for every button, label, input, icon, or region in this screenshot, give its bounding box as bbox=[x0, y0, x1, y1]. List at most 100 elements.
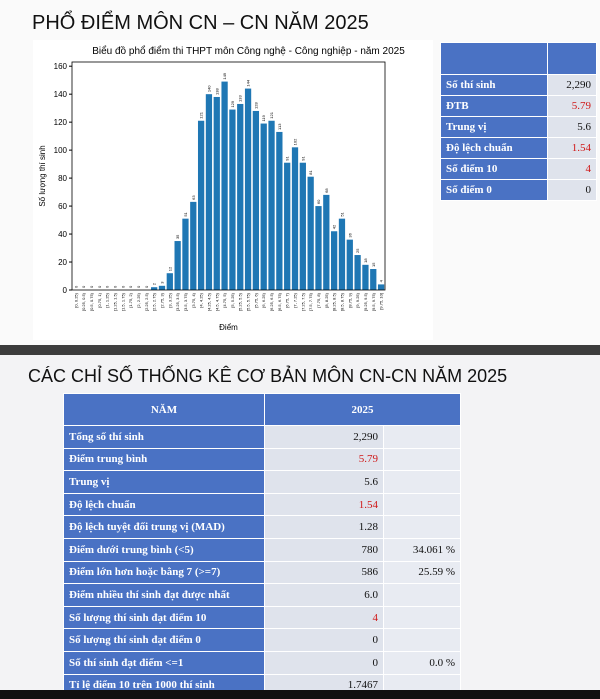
row-label: Số lượng thí sinh đạt điểm 10 bbox=[63, 605, 265, 630]
row-label: Số lượng thí sinh đạt điểm 0 bbox=[63, 628, 265, 652]
table-row: Trung vị 5.6 bbox=[63, 470, 461, 494]
row-label: Điểm dưới trung bình (<5) bbox=[63, 537, 265, 562]
chart: Biểu đồ phổ điểm thi THPT môn Công nghệ … bbox=[33, 40, 433, 340]
x-tick-label: [4.75, 5) bbox=[222, 292, 227, 307]
value-label: 138 bbox=[214, 88, 219, 95]
row-label: Tổng số thí sinh bbox=[63, 425, 265, 449]
cell: 5.79 bbox=[546, 95, 598, 117]
bar bbox=[268, 120, 275, 290]
row-label: Số điểm 0 bbox=[440, 179, 548, 201]
x-tick-label: [5.75, 6) bbox=[253, 292, 258, 307]
row-label: Số điểm 10 bbox=[440, 158, 548, 180]
value-label: 119 bbox=[261, 114, 266, 121]
cell: 5.6 bbox=[264, 470, 384, 494]
cell: 1.54 bbox=[264, 492, 384, 517]
x-tick-label: [4.25, 4.5) bbox=[206, 292, 211, 311]
table-row: Điểm lớn hơn hoặc bằng 7 (>=7) 586 25.59 % bbox=[63, 560, 461, 585]
row-label: Độ lệch tuyệt đối trung vị (MAD) bbox=[63, 515, 265, 539]
bar bbox=[197, 120, 205, 290]
table-row: Số thí sinh đạt điểm <=1 0 0.0 % bbox=[63, 650, 461, 675]
row-label: Độ lệch chuẩn bbox=[63, 492, 265, 517]
value-label: 4 bbox=[379, 279, 384, 282]
x-tick-label: [9.25, 9.5) bbox=[363, 292, 368, 311]
cell bbox=[383, 515, 461, 539]
bar bbox=[284, 162, 291, 290]
bar bbox=[323, 194, 330, 290]
value-label: 121 bbox=[269, 111, 274, 118]
row-label: Điểm nhiều thí sinh đạt được nhất bbox=[63, 583, 265, 607]
stats-table: NĂM 2025 Tổng số thí sinh 2,290 Điểm trung b… bbox=[63, 393, 461, 698]
x-tick-label: [6.5, 6.75) bbox=[277, 292, 282, 311]
cell bbox=[383, 492, 461, 517]
x-tick-label: [2.5, 2.75) bbox=[152, 292, 157, 311]
bottom-edge bbox=[0, 690, 600, 699]
x-tick-label: [7, 7.25) bbox=[293, 292, 298, 307]
value-label: 0 bbox=[113, 285, 118, 288]
table-row: Số lượng thí sinh đạt điểm 10 4 bbox=[63, 605, 461, 630]
x-tick-label: [4, 4.25) bbox=[199, 292, 204, 307]
cell: 0 bbox=[264, 628, 384, 652]
value-label: 36 bbox=[347, 232, 352, 237]
x-tick-label: [5.25, 5.5) bbox=[238, 292, 243, 311]
x-tick-label: [1.75, 2) bbox=[128, 292, 133, 307]
cell: 0 bbox=[264, 650, 384, 675]
x-tick-label: [2.25, 2.5) bbox=[144, 292, 149, 311]
value-label: 81 bbox=[308, 169, 313, 174]
x-tick-label: [1.25, 1.5) bbox=[113, 292, 118, 311]
y-tick-label: 60 bbox=[58, 202, 67, 211]
cell: 0.0 % bbox=[383, 650, 461, 675]
row-label: Trung vị bbox=[440, 116, 548, 138]
value-label: 91 bbox=[300, 155, 305, 160]
x-tick-label: [7.75, 8) bbox=[316, 292, 321, 307]
y-tick-label: 120 bbox=[54, 118, 68, 127]
value-label: 133 bbox=[238, 95, 243, 102]
x-tick-label: [1, 1.25) bbox=[105, 292, 110, 307]
bar bbox=[260, 123, 267, 290]
cell bbox=[383, 425, 461, 449]
cell: 2,290 bbox=[264, 425, 384, 449]
table-row bbox=[440, 42, 598, 75]
x-tick-label: [9, 9.25) bbox=[355, 292, 360, 307]
cell: 780 bbox=[264, 537, 384, 562]
x-tick-label: [2.75, 3) bbox=[159, 292, 164, 307]
page-title: PHỔ ĐIỂM MÔN CN – CN NĂM 2025 bbox=[32, 12, 369, 34]
bar bbox=[276, 131, 283, 290]
cell bbox=[383, 470, 461, 494]
y-tick-label: 160 bbox=[54, 62, 68, 71]
x-tick-label: [9.5, 9.75) bbox=[371, 292, 376, 311]
row-label: Số thí sinh bbox=[440, 74, 548, 96]
bar bbox=[190, 201, 197, 290]
cell bbox=[383, 447, 461, 472]
bar bbox=[221, 81, 228, 290]
x-tick-label: [8, 8.25) bbox=[324, 292, 329, 307]
cell bbox=[383, 628, 461, 652]
cell bbox=[546, 42, 598, 75]
x-tick-label: [0.25, 0.5) bbox=[81, 292, 86, 311]
table-row: Điểm nhiều thí sinh đạt được nhất 6.0 bbox=[63, 583, 461, 607]
bar bbox=[346, 239, 353, 290]
value-label: 0 bbox=[136, 285, 141, 288]
bar bbox=[252, 110, 260, 290]
value-label: 51 bbox=[183, 211, 188, 216]
bar bbox=[370, 269, 377, 290]
y-tick-label: 0 bbox=[63, 286, 68, 295]
bar bbox=[362, 264, 369, 290]
bar bbox=[331, 231, 338, 290]
value-label: 42 bbox=[332, 224, 337, 229]
bar bbox=[229, 109, 236, 290]
x-tick-label: [6.75, 7) bbox=[285, 292, 290, 307]
value-label: 12 bbox=[167, 266, 172, 271]
x-tick-label: [9.75, 10] bbox=[379, 293, 384, 310]
y-axis-label: Số lượng thí sinh bbox=[38, 145, 47, 206]
x-tick-label: [3.25, 3.5) bbox=[175, 292, 180, 311]
y-tick-label: 20 bbox=[58, 258, 67, 267]
row-label: ĐTB bbox=[440, 95, 548, 117]
cell: 5.79 bbox=[264, 447, 384, 472]
stats-title: CÁC CHỈ SỐ THỐNG KÊ CƠ BẢN MÔN CN-CN NĂM… bbox=[28, 366, 508, 386]
table-row: Trung vị 5.6 bbox=[440, 116, 598, 138]
bar bbox=[174, 241, 181, 290]
cell bbox=[383, 605, 461, 630]
value-label: 102 bbox=[293, 138, 298, 145]
